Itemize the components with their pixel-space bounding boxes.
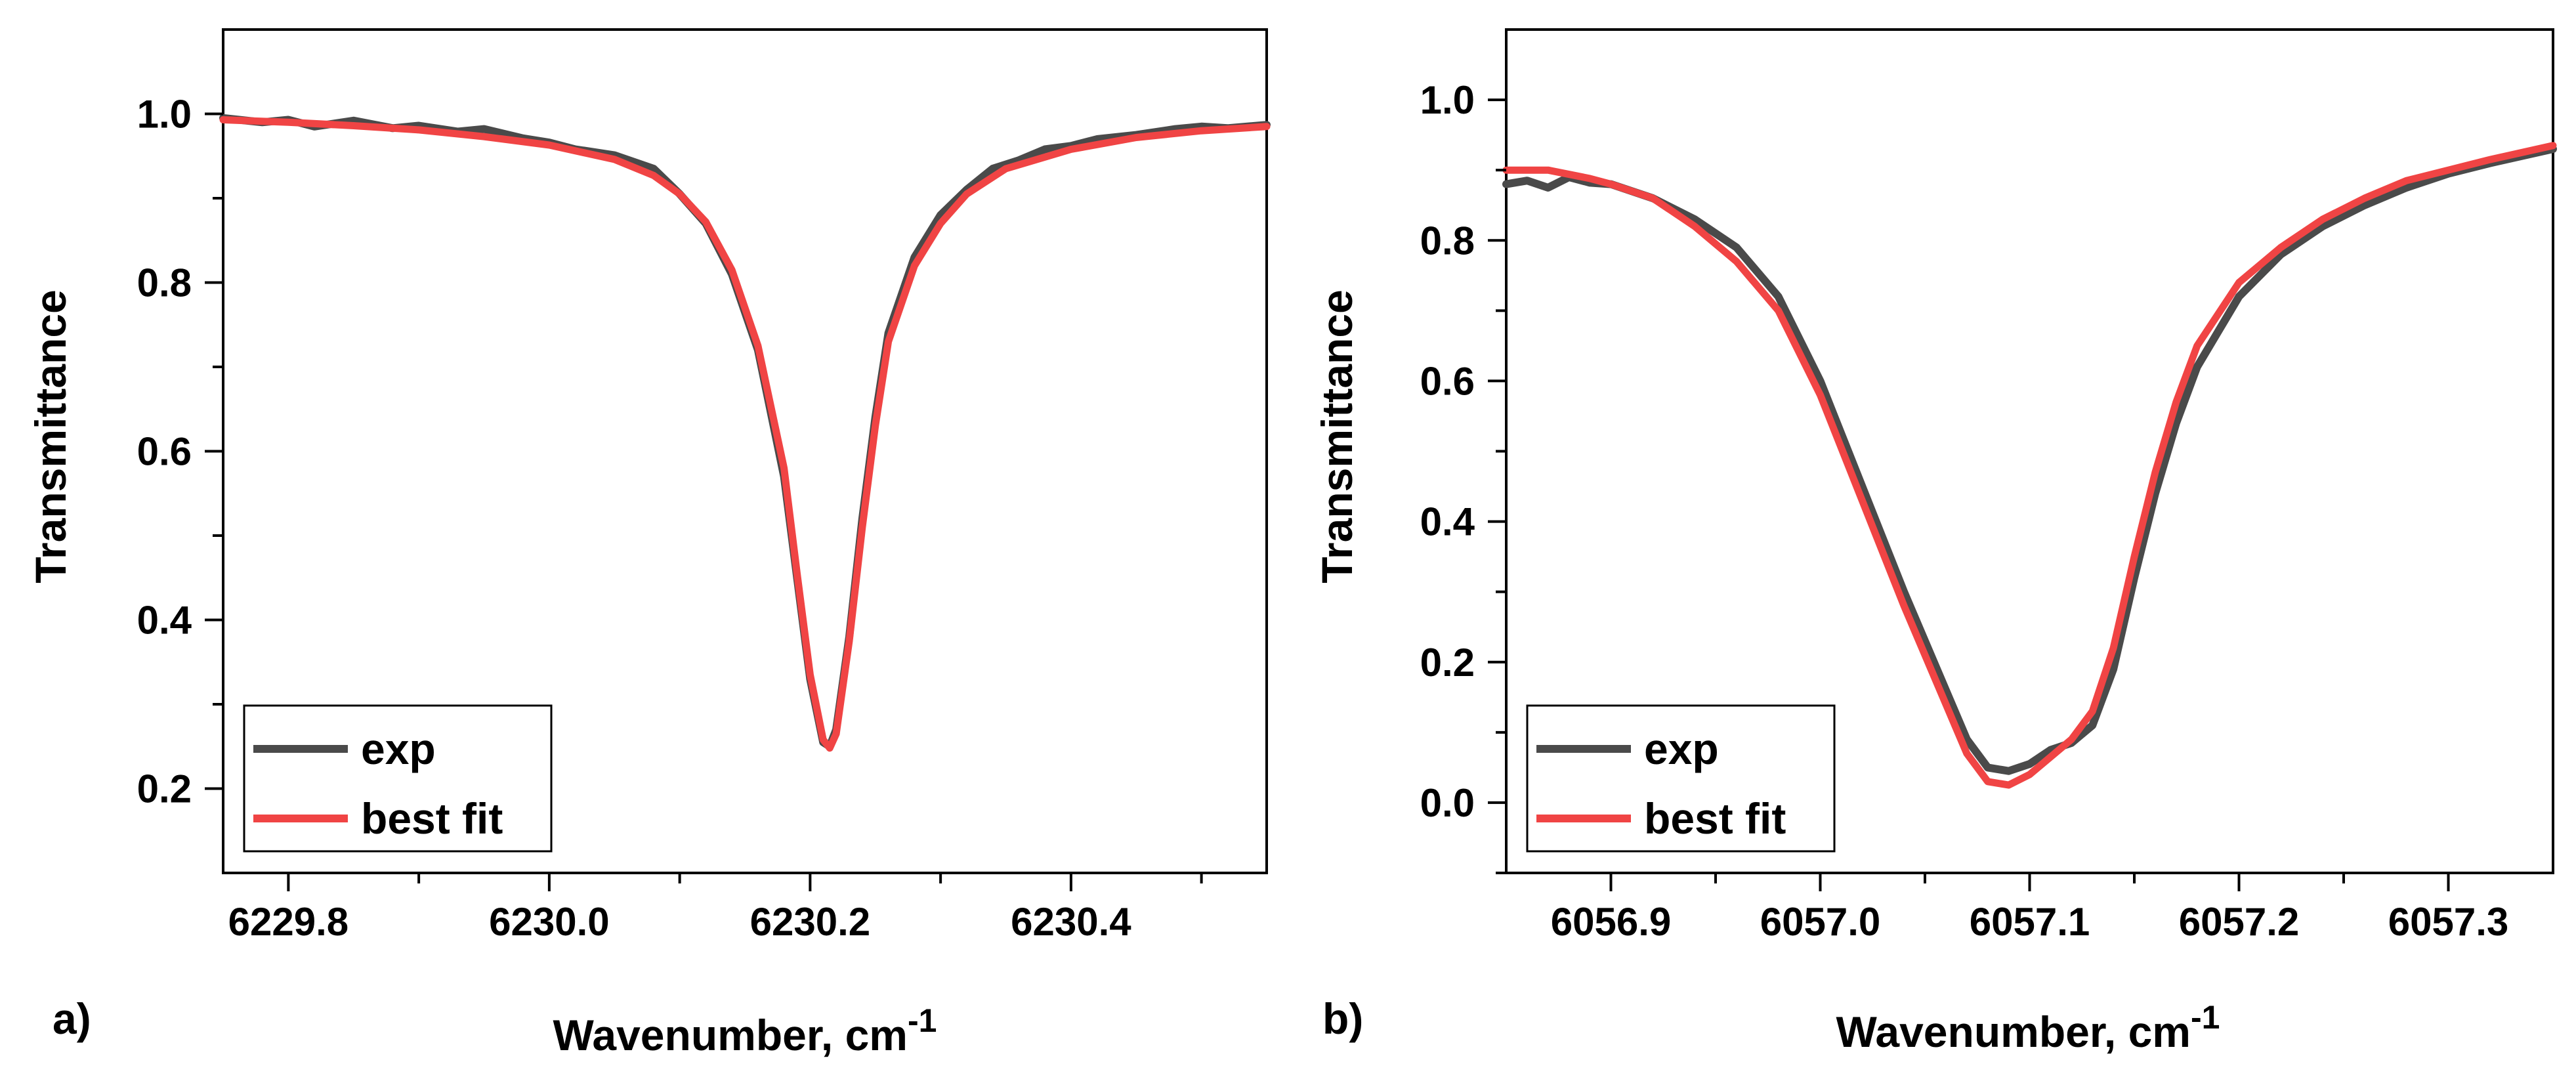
x-tick-label-a: 6230.2: [750, 900, 871, 944]
ticks-layer-b: 6056.9 6057.0 6057.1 6057.2 6057.3 0.0 0.2 0.4 0…: [1420, 78, 2509, 944]
y-tick-label-b: 0.6: [1420, 359, 1475, 403]
series-line-best-fit-b: [1502, 142, 2557, 789]
y-tick-label-b: 0.2: [1420, 641, 1475, 685]
legend-b: exp best fit: [1526, 704, 1836, 853]
y-tick-label-b: 0.8: [1420, 219, 1475, 263]
series-line-exp-a: [219, 114, 1271, 751]
x-tick-label-b: 6057.3: [2388, 900, 2509, 944]
legend-label-fit-b: best fit: [1644, 794, 1786, 843]
y-tick-label-b: 1.0: [1420, 78, 1475, 122]
panel-a: 6229.8 6230.0 6230.2 6230.40.20.40.60.81.0 …: [26, 28, 1271, 1059]
y-tick-label-b: 0.0: [1420, 781, 1475, 825]
y-axis-title-a: Transmittance: [26, 289, 75, 583]
series-line-best-fit-a: [219, 116, 1271, 752]
y-tick-label-b: 0.4: [1420, 500, 1475, 544]
x-tick-label-a: 6230.0: [489, 900, 610, 944]
y-tick-label-a: 0.4: [137, 599, 192, 643]
legend-box-b: [1526, 704, 1836, 853]
series-line-exp-b: [1502, 145, 2557, 775]
panel-label-a: a): [53, 994, 91, 1043]
legend-label-fit-a: best fit: [361, 794, 503, 843]
y-tick-label-a: 0.6: [137, 430, 192, 474]
x-axis-title-a: Wavenumber, cm-1: [553, 1002, 937, 1059]
legend-a: exp best fit: [243, 704, 553, 853]
series-layer-a: [219, 114, 1271, 752]
x-axis-title-b: Wavenumber, cm-1: [1836, 999, 2220, 1056]
series-layer-b: [1502, 142, 2557, 789]
panel-b: 6056.9 6057.0 6057.1 6057.2 6057.3 0.0 0.2 0.4 0…: [1313, 28, 2557, 1056]
y-tick-label-a: 0.2: [137, 767, 192, 811]
x-tick-label-b: 6057.1: [1970, 900, 2090, 944]
ticks-layer-a: 6229.8 6230.0 6230.2 6230.4 0.2 0.4 0.6 0.8 1.0: [137, 93, 1203, 944]
x-tick-label-b: 6056.9: [1551, 900, 1672, 944]
x-tick-label-a: 6229.8: [228, 900, 349, 944]
legend-label-exp-b: exp: [1644, 725, 1719, 773]
y-tick-label-a: 0.8: [137, 261, 192, 305]
y-axis-title-b: Transmittance: [1313, 289, 1361, 583]
legend-box-a: [243, 704, 553, 853]
x-tick-label-a: 6230.4: [1011, 900, 1131, 944]
panel-label-b: b): [1322, 994, 1363, 1043]
y-tick-label-a: 1.0: [137, 93, 192, 137]
x-tick-label-b: 6057.0: [1760, 900, 1881, 944]
x-tick-label-b: 6057.2: [2179, 900, 2300, 944]
legend-label-exp-a: exp: [361, 725, 436, 773]
